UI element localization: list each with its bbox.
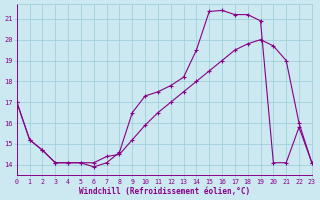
X-axis label: Windchill (Refroidissement éolien,°C): Windchill (Refroidissement éolien,°C) [79,187,250,196]
